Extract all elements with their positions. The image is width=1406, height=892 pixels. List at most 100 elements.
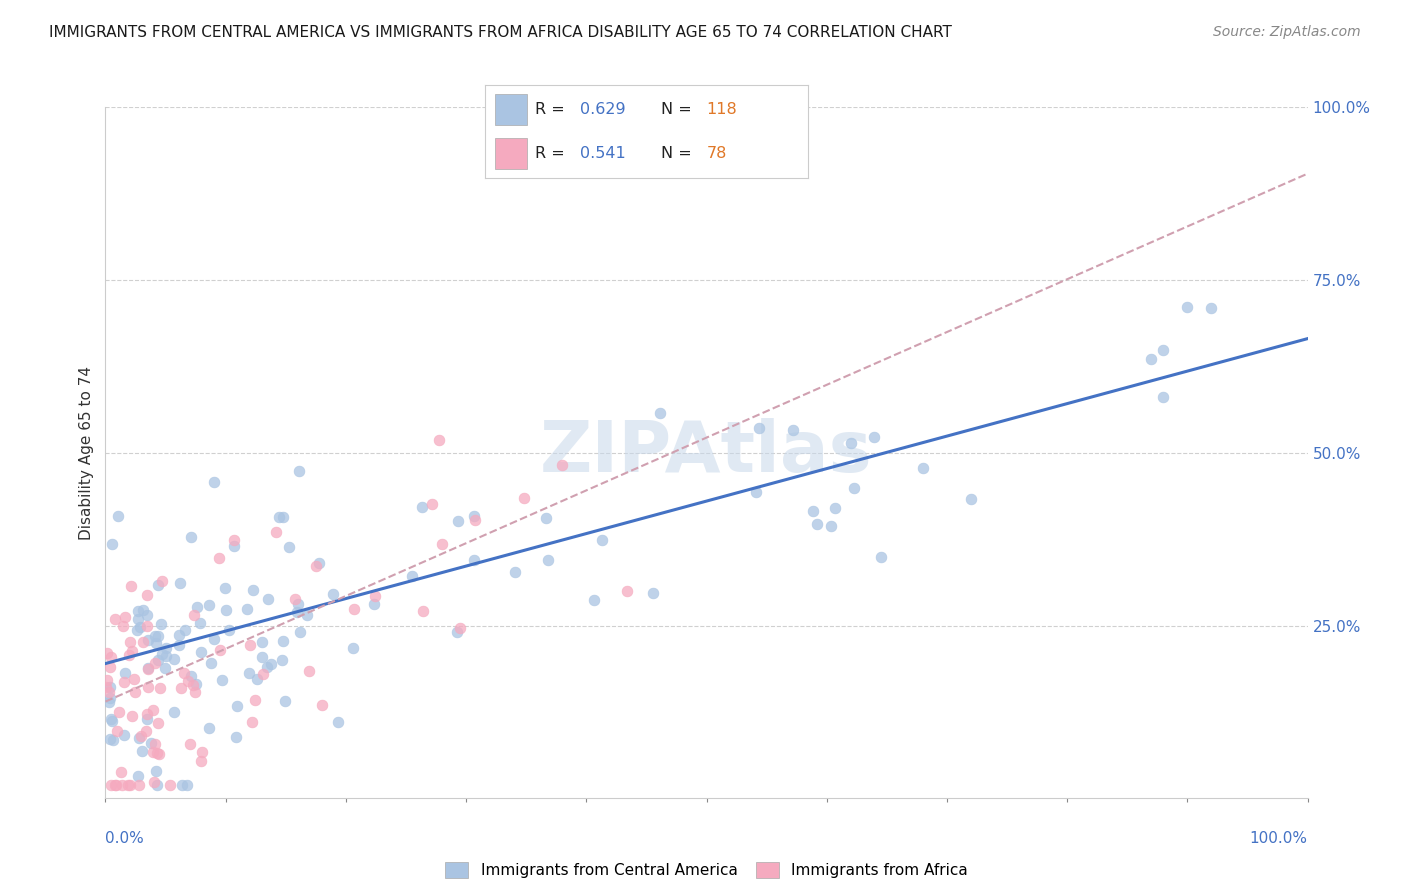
Point: [252, 667, 274, 681]
Point: [503, 565, 526, 579]
Point: [225, 699, 247, 714]
Point: [98, 680, 121, 694]
Point: [782, 423, 804, 437]
Point: [142, 775, 165, 789]
Point: [136, 680, 159, 694]
Point: [121, 643, 143, 657]
Point: [127, 623, 149, 637]
Point: [222, 533, 245, 548]
Point: [132, 602, 155, 616]
Point: [551, 458, 574, 472]
Point: [114, 609, 136, 624]
Point: [748, 421, 770, 435]
Point: [591, 533, 613, 547]
Point: [111, 619, 134, 633]
Point: [411, 500, 433, 515]
Point: [238, 665, 260, 680]
Point: [260, 657, 283, 672]
Point: [207, 551, 229, 566]
Point: [824, 501, 846, 516]
Point: [420, 497, 443, 511]
Point: [135, 723, 157, 738]
Point: [463, 508, 485, 523]
Point: [911, 460, 934, 475]
Point: [803, 504, 825, 518]
Point: [128, 619, 150, 633]
Point: [264, 524, 287, 539]
Point: [101, 536, 124, 550]
Text: R =: R =: [536, 102, 569, 117]
Text: 0.541: 0.541: [581, 145, 626, 161]
Point: [225, 730, 247, 744]
Point: [124, 685, 146, 699]
Point: [146, 578, 169, 592]
Point: [145, 764, 167, 778]
Point: [430, 537, 453, 551]
Point: [104, 612, 127, 626]
Point: [273, 510, 295, 524]
Point: [131, 729, 153, 743]
Point: [179, 737, 201, 751]
Point: [163, 705, 186, 719]
Text: N =: N =: [661, 145, 697, 161]
Point: [295, 607, 318, 622]
Point: [117, 777, 139, 792]
Point: [149, 681, 172, 695]
Point: [1201, 301, 1223, 315]
Point: [1175, 300, 1198, 314]
Point: [139, 736, 162, 750]
Point: [326, 714, 349, 729]
Point: [322, 587, 344, 601]
Point: [274, 694, 297, 708]
Point: [150, 647, 173, 661]
Point: [427, 433, 450, 447]
Point: [242, 582, 264, 597]
Point: [100, 777, 122, 792]
Point: [105, 723, 128, 738]
Point: [252, 650, 274, 665]
Point: [222, 539, 245, 553]
Point: [271, 633, 294, 648]
Text: 100.0%: 100.0%: [1250, 831, 1308, 847]
Point: [114, 665, 136, 680]
Point: [105, 777, 128, 792]
Point: [214, 581, 236, 595]
Point: [143, 657, 166, 671]
Point: [122, 673, 145, 687]
Point: [256, 591, 278, 606]
Bar: [495, 138, 527, 169]
Point: [537, 552, 560, 566]
Point: [449, 621, 471, 635]
Text: IMMIGRANTS FROM CENTRAL AMERICA VS IMMIGRANTS FROM AFRICA DISABILITY AGE 65 TO 7: IMMIGRANTS FROM CENTRAL AMERICA VS IMMIG…: [49, 25, 952, 40]
Point: [112, 728, 135, 742]
Point: [177, 674, 200, 689]
Point: [127, 612, 149, 626]
Point: [820, 519, 842, 533]
Point: [146, 629, 169, 643]
Point: [186, 677, 208, 691]
Text: ZIPAtlas: ZIPAtlas: [540, 418, 873, 487]
Point: [127, 604, 149, 618]
Point: [641, 586, 664, 600]
Text: R =: R =: [536, 145, 569, 161]
Point: [209, 643, 232, 657]
Point: [184, 684, 207, 698]
Point: [107, 508, 129, 523]
Point: [239, 638, 262, 652]
Point: [218, 623, 240, 637]
Point: [135, 589, 157, 603]
Point: [174, 623, 197, 637]
Bar: [495, 95, 527, 125]
Point: [839, 436, 862, 450]
Point: [188, 615, 211, 630]
Point: [169, 681, 191, 696]
Point: [287, 464, 309, 478]
Point: [146, 653, 169, 667]
Point: [145, 635, 167, 649]
Point: [204, 475, 226, 489]
Point: [128, 731, 150, 745]
Point: [278, 541, 301, 555]
Point: [243, 693, 266, 707]
Text: Source: ZipAtlas.com: Source: ZipAtlas.com: [1213, 25, 1361, 39]
Point: [143, 628, 166, 642]
